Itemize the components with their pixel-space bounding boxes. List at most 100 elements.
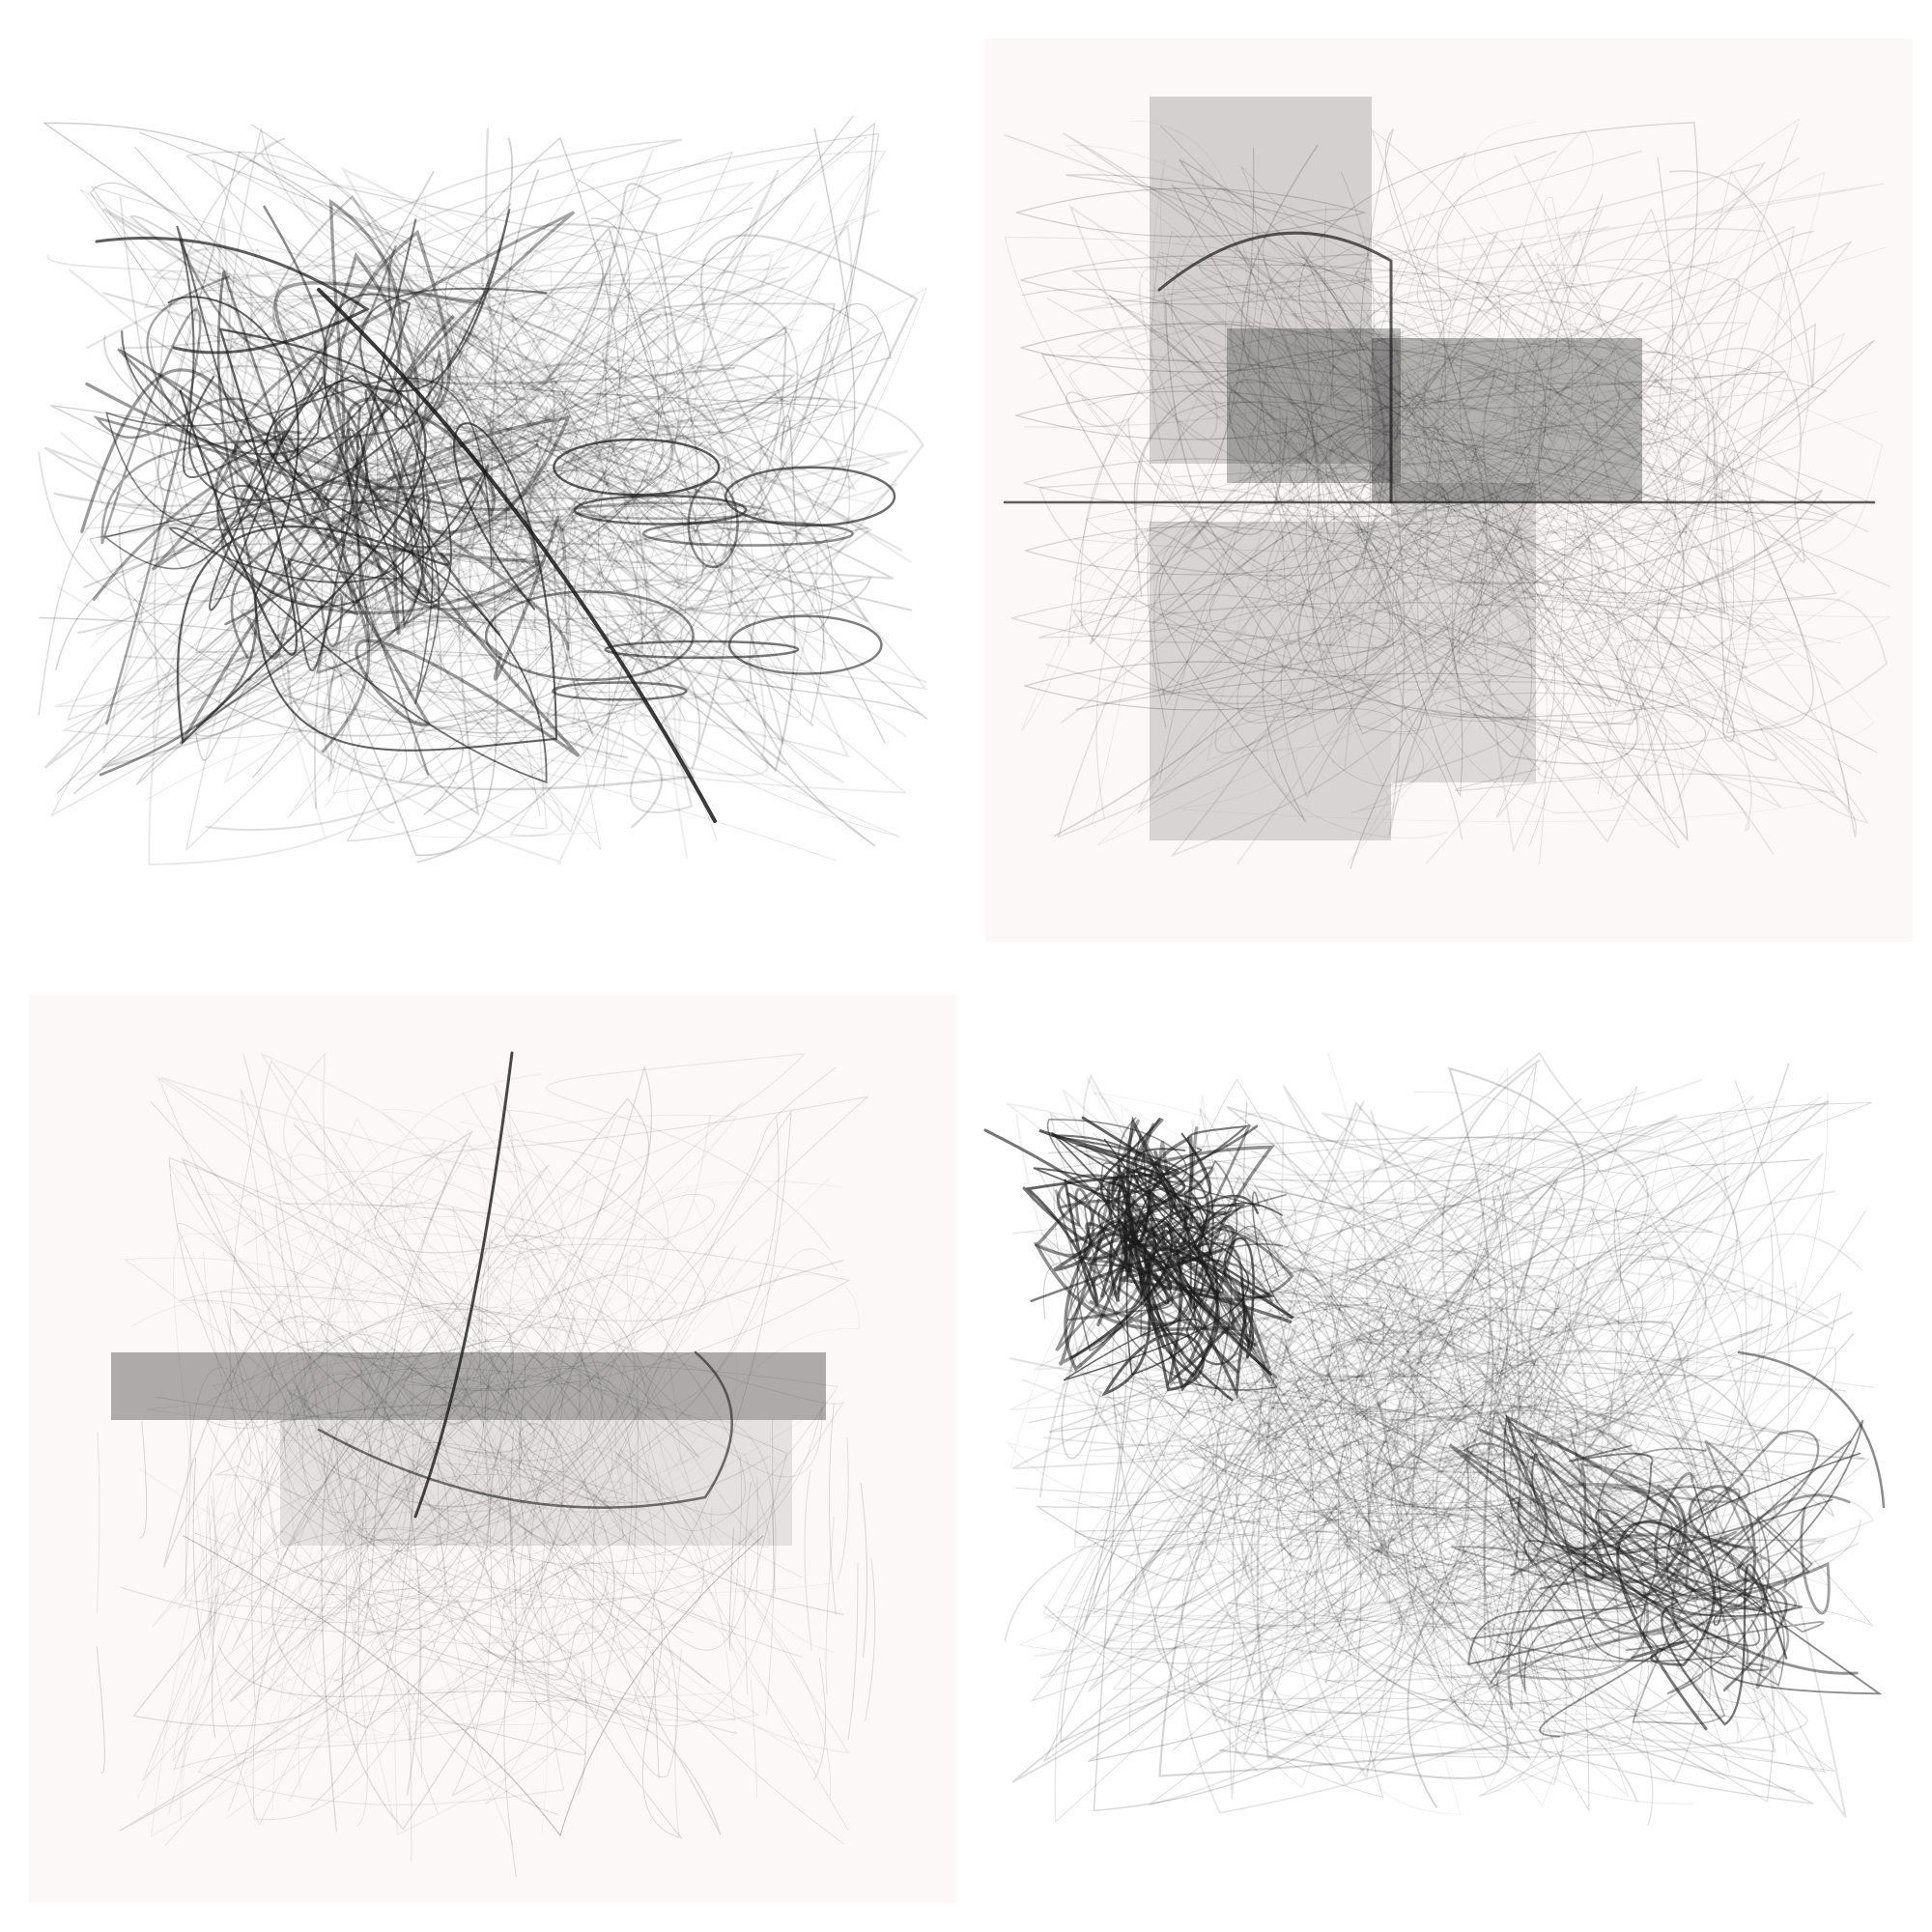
faint-cloud-stroke — [1051, 1216, 1549, 1633]
faint-swirl-stroke — [1085, 165, 1841, 644]
drip-stroke — [211, 1495, 219, 1627]
faint-swirl-stroke — [1378, 372, 1878, 775]
faint-swirl-stroke — [1158, 208, 1696, 753]
faint-cloud-stroke — [1040, 1052, 1749, 1632]
drip-stroke — [503, 1675, 517, 1878]
faint-swirl-stroke — [1374, 429, 1771, 717]
faint-scribble-stroke — [257, 298, 876, 862]
faint-swirl-stroke — [1299, 156, 1875, 787]
band-block — [280, 1420, 792, 1546]
faint-swirl-stroke — [1057, 340, 1857, 838]
faint-scribble-stroke — [289, 210, 880, 807]
dark-scribble-stroke — [121, 218, 490, 672]
faint-scribble-stroke — [86, 245, 903, 725]
faint-swirl-stroke — [1142, 361, 1753, 712]
faint-swirl-stroke — [1067, 321, 1723, 648]
faint-cloud-stroke — [1250, 1317, 1767, 1731]
faint-swirl-stroke — [1038, 266, 1797, 794]
band-curve-stroke — [317, 1350, 733, 1509]
faint-scribble-stroke — [99, 132, 880, 842]
dark-scribble-stroke — [169, 359, 548, 783]
faint-scribble-stroke — [328, 265, 831, 689]
faint-band-stroke — [280, 1202, 545, 1814]
faint-cloud-stroke — [1193, 1340, 1790, 1762]
faint-swirl-stroke — [1040, 242, 1786, 842]
faint-cloud-stroke — [1093, 1132, 1467, 1669]
dark-cloud-stroke — [1138, 1132, 1228, 1250]
faint-band-stroke — [142, 1101, 744, 1781]
dark-cloud-stroke — [1524, 1432, 1851, 1635]
faint-cloud-stroke — [1206, 1112, 1860, 1773]
faint-swirl-stroke — [1151, 258, 1719, 707]
dark-cloud-stroke — [1488, 1425, 1741, 1725]
faint-scribble-stroke — [42, 122, 856, 795]
faint-cloud-stroke — [1344, 1108, 1875, 1389]
loop-stroke — [687, 480, 739, 569]
faint-cloud-stroke — [1243, 1101, 1855, 1526]
faint-scribble-stroke — [319, 278, 821, 731]
faint-band-stroke — [162, 1302, 711, 1831]
dark-cloud-stroke — [1561, 1546, 1788, 1726]
ellipse-stroke — [1015, 187, 1367, 238]
faint-swirl-stroke — [1370, 366, 1878, 827]
dark-cloud-stroke — [1523, 1444, 1654, 1565]
dark-cloud-stroke — [1451, 1428, 1682, 1652]
faint-swirl-stroke — [1572, 488, 1853, 635]
drip-stroke — [192, 1458, 206, 1660]
faint-swirl-stroke — [1037, 465, 1890, 840]
faint-scribble-stroke — [141, 150, 887, 830]
faint-cloud-stroke — [1065, 1249, 1630, 1798]
faint-band-stroke — [184, 1186, 738, 1732]
dark-scribble-stroke — [80, 368, 581, 757]
faint-swirl-stroke — [1073, 169, 1792, 754]
drip-stroke — [357, 1503, 366, 1667]
faint-cloud-stroke — [1096, 1323, 1854, 1657]
drip-stroke — [505, 1480, 517, 1689]
faint-cloud-stroke — [1390, 1206, 1814, 1804]
faint-swirl-stroke — [1045, 241, 1853, 800]
faint-swirl-stroke — [1109, 144, 1726, 614]
dark-cloud-stroke — [1497, 1453, 1798, 1710]
faint-cloud-stroke — [1012, 1168, 1782, 1432]
cylinder-edge-stroke — [1157, 231, 1393, 504]
ellipse-stroke — [1014, 390, 1366, 440]
faint-band-stroke — [173, 1122, 597, 1734]
faint-cloud-stroke — [1149, 1327, 1658, 1789]
loop-stroke — [553, 438, 721, 497]
faint-band-stroke — [399, 1376, 836, 1702]
faint-swirl-stroke — [1312, 225, 1796, 691]
faint-scribble-stroke — [88, 179, 669, 781]
faint-band-stroke — [462, 1186, 742, 1668]
faint-band-stroke — [215, 1233, 831, 1805]
faint-swirl-stroke — [1153, 151, 1642, 707]
faint-cloud-stroke — [1339, 1092, 1829, 1698]
faint-cloud-stroke — [1186, 1279, 1599, 1786]
faint-band-stroke — [150, 1126, 641, 1837]
faint-cloud-stroke — [1014, 1078, 1828, 1752]
ellipse-stroke — [1020, 255, 1372, 305]
faint-swirl-stroke — [1170, 227, 1766, 858]
faint-band-stroke — [212, 1169, 649, 1791]
drip-stroke — [139, 1421, 148, 1539]
faint-cloud-stroke — [1049, 1159, 1501, 1654]
dark-cloud-stroke — [1093, 1119, 1199, 1319]
faint-band-stroke — [137, 1264, 819, 1799]
dark-cloud-stroke — [1463, 1430, 1820, 1672]
faint-band-stroke — [151, 1153, 412, 1817]
dark-scribble-stroke — [176, 209, 511, 611]
faint-swirl-stroke — [1096, 236, 1851, 846]
faint-cloud-stroke — [1279, 1228, 1774, 1684]
dark-cloud-stroke — [1495, 1519, 1785, 1692]
faint-cloud-stroke — [1233, 1131, 1866, 1625]
faint-scribble-stroke — [78, 311, 898, 781]
faint-cloud-stroke — [1043, 1144, 1862, 1675]
faint-scribble-stroke — [55, 136, 876, 847]
drip-stroke — [860, 1483, 868, 1658]
faint-swirl-stroke — [1175, 121, 1824, 823]
faint-swirl-stroke — [1406, 340, 1869, 818]
dark-cloud-stroke — [1490, 1440, 1852, 1684]
faint-swirl-stroke — [1191, 227, 1809, 718]
faint-cloud-stroke — [1048, 1354, 1846, 1677]
diagonal-stroke — [317, 288, 717, 823]
faint-swirl-stroke — [1208, 128, 1509, 647]
